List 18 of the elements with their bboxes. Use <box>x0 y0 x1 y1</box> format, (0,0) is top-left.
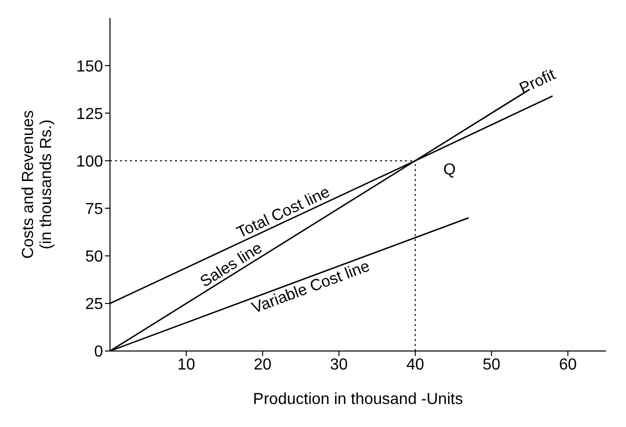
annotation: Profit <box>517 66 559 98</box>
text: Total Cost line <box>234 184 333 242</box>
x-tick-label: 20 <box>254 356 272 374</box>
annotation: Q <box>443 162 456 179</box>
y-tick-label: 125 <box>76 106 104 123</box>
x-axis-title: Production in thousand -Units <box>253 391 463 408</box>
y-tick-label: 150 <box>76 58 104 76</box>
x-tick-label: 40 <box>406 356 424 374</box>
y-tick-label: 75 <box>85 200 104 218</box>
y-tick-label: 0 <box>94 344 104 361</box>
x-tick-label: 60 <box>558 356 577 374</box>
y-tick-label: 50 <box>85 248 104 266</box>
y-tick-label: 100 <box>76 153 104 170</box>
y-axis-title: Costs and Revenues (in thousands Rs.) <box>20 110 55 259</box>
x-tick-label: 10 <box>177 356 196 374</box>
x-tick-label: 50 <box>482 356 501 374</box>
x-tick-label: 30 <box>330 356 348 374</box>
y-tick-label: 25 <box>85 296 104 314</box>
